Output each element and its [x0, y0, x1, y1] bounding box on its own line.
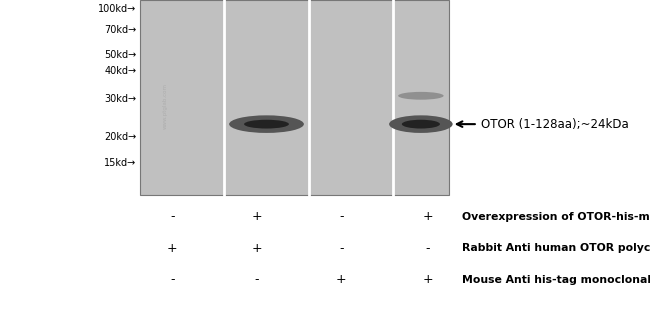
- Text: 15kd→: 15kd→: [104, 158, 136, 168]
- Text: Rabbit Anti human OTOR polyclonal antibody: Rabbit Anti human OTOR polyclonal antibo…: [462, 243, 650, 253]
- Text: 100kd→: 100kd→: [98, 4, 136, 14]
- Text: 70kd→: 70kd→: [104, 25, 136, 35]
- Text: 20kd→: 20kd→: [104, 132, 136, 142]
- Ellipse shape: [244, 120, 289, 128]
- Text: Mouse Anti his-tag monoclonal antibody: Mouse Anti his-tag monoclonal antibody: [462, 275, 650, 285]
- Text: +: +: [167, 242, 177, 255]
- Text: 50kd→: 50kd→: [104, 50, 136, 60]
- Text: OTOR (1-128aa);~24kDa: OTOR (1-128aa);~24kDa: [481, 118, 629, 131]
- Ellipse shape: [389, 115, 452, 133]
- Text: +: +: [422, 273, 433, 286]
- Text: +: +: [252, 210, 262, 223]
- Text: +: +: [422, 210, 433, 223]
- Text: www.ptglab.com: www.ptglab.com: [163, 83, 168, 129]
- Text: -: -: [255, 273, 259, 286]
- Text: -: -: [339, 210, 343, 223]
- Ellipse shape: [229, 115, 304, 133]
- Text: 40kd→: 40kd→: [105, 66, 136, 76]
- Text: -: -: [170, 273, 174, 286]
- Text: Overexpression of OTOR-his-myc: Overexpression of OTOR-his-myc: [462, 212, 650, 222]
- Ellipse shape: [402, 120, 440, 128]
- Ellipse shape: [398, 92, 443, 100]
- Bar: [140, 0, 448, 196]
- Text: -: -: [426, 242, 430, 255]
- Text: +: +: [252, 242, 262, 255]
- Text: +: +: [336, 273, 346, 286]
- Text: -: -: [339, 242, 343, 255]
- Text: 30kd→: 30kd→: [105, 94, 136, 104]
- Text: -: -: [170, 210, 174, 223]
